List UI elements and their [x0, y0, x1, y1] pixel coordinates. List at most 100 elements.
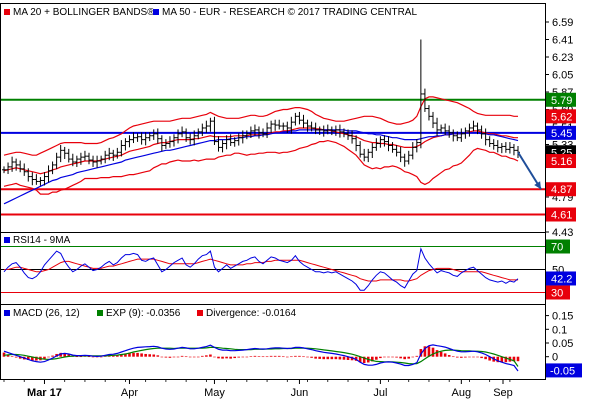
price-bar-115 [467, 123, 472, 137]
price-bar-52 [212, 116, 217, 145]
price-bar-32 [131, 132, 136, 144]
divergence-bar-57 [233, 356, 236, 359]
divergence-bar-119 [484, 356, 487, 360]
divergence-bar-73 [298, 355, 301, 357]
divergence-bar-65 [265, 356, 269, 358]
price-bar-41 [167, 136, 172, 148]
month-label-0: Mar 17 [27, 387, 62, 399]
month-label-6: Sep [493, 387, 513, 399]
divergence-bar-62 [253, 355, 257, 357]
divergence-bar-63 [257, 356, 261, 357]
price-ytick-label-3: 6.05 [552, 70, 573, 82]
divergence-bar-127 [516, 356, 520, 362]
price-bar-24 [99, 155, 104, 165]
rsi-panel-frame [0, 232, 546, 305]
divergence-bar-34 [140, 353, 143, 357]
price-bar-16 [66, 148, 71, 163]
divergence-bar-114 [464, 356, 467, 358]
divergence-bar-58 [237, 356, 241, 358]
price-ytick-label-2: 6.23 [552, 52, 573, 64]
divergence-bar-80 [326, 356, 330, 360]
price-bar-109 [443, 123, 448, 136]
month-label-3: Jun [291, 387, 309, 399]
price-bar-89 [362, 148, 367, 162]
price-bar-51 [208, 117, 213, 132]
macd-plot [2, 344, 520, 372]
divergence-bar-89 [362, 356, 366, 364]
price-bar-2 [10, 156, 15, 172]
divergence-bar-70 [286, 356, 289, 358]
rsi-level-tag-label-2: 30 [551, 288, 563, 300]
price-bar-4 [18, 160, 23, 173]
divergence-bar-107 [435, 350, 439, 357]
divergence-bar-118 [480, 356, 483, 359]
divergence-bar-56 [229, 356, 232, 359]
price-ytick-label-0: 6.59 [552, 17, 573, 29]
divergence-bar-48 [196, 356, 200, 358]
divergence-bar-35 [144, 353, 147, 357]
price-ytick-label-9: 4.43 [552, 227, 573, 239]
divergence-bar-8 [35, 356, 38, 361]
price-bar-25 [103, 150, 108, 164]
divergence-bar-2 [10, 356, 14, 357]
price-bar-117 [475, 122, 480, 135]
price-bar-66 [269, 120, 274, 133]
macd-panel-frame [0, 304, 546, 380]
price-bar-13 [54, 152, 59, 170]
divergence-bar-67 [273, 355, 277, 357]
divergence-bar-1 [6, 354, 10, 357]
divergence-bar-43 [176, 356, 180, 358]
divergence-bar-64 [261, 356, 265, 358]
price-bar-11 [46, 165, 51, 183]
price-bar-112 [455, 131, 460, 142]
rsi-tag-0 [546, 271, 576, 286]
divergence-bar-0 [2, 352, 6, 357]
divergence-bar-31 [128, 352, 131, 357]
divergence-bar-111 [451, 356, 455, 358]
price-bar-28 [115, 147, 120, 159]
price-tag-0 [546, 109, 576, 124]
price-plot [1, 39, 545, 216]
divergence-bar-85 [346, 356, 350, 360]
divergence-bar-120 [488, 356, 491, 361]
price-bar-81 [329, 126, 334, 136]
divergence-bar-96 [391, 356, 394, 358]
divergence-bar-44 [180, 355, 184, 357]
divergence-bar-6 [26, 356, 30, 360]
legend-ma50-label: MA 50 - EUR - RESEARCH © 2017 TRADING CE… [162, 7, 417, 18]
price-bar-46 [188, 133, 193, 145]
level-tag-1 [546, 125, 576, 140]
rsi-title: RSI14 - 9MA [13, 235, 71, 246]
price-bar-59 [240, 130, 245, 144]
divergence-bar-105 [427, 346, 431, 357]
divergence-bar-29 [120, 354, 123, 357]
price-bar-35 [143, 132, 148, 146]
divergence-bar-110 [447, 355, 451, 357]
price-bar-97 [394, 144, 399, 157]
divergence-bar-24 [99, 356, 103, 358]
price-bar-23 [95, 155, 100, 168]
divergence-bar-41 [168, 356, 172, 358]
divergence-bar-115 [468, 356, 471, 358]
price-bar-71 [289, 116, 294, 134]
divergence-bar-79 [322, 356, 326, 360]
price-bar-114 [463, 127, 468, 139]
month-label-2: May [204, 387, 225, 399]
divergence-bar-21 [87, 356, 91, 358]
divergence-bar-23 [95, 356, 99, 358]
divergence-bar-108 [439, 351, 443, 357]
price-bar-75 [305, 119, 310, 132]
month-label-5: Aug [452, 387, 472, 399]
legend-swatch-macd [4, 310, 10, 316]
rsi-line [3, 247, 519, 291]
price-panel-frame [0, 3, 546, 233]
divergence-bar-51 [209, 354, 212, 357]
price-bar-8 [34, 174, 39, 185]
price-bar-58 [236, 133, 241, 146]
price-bar-43 [176, 129, 181, 144]
level-tag-label-2: 4.87 [551, 184, 572, 196]
divergence-bar-16 [67, 354, 71, 357]
level-tag-3 [546, 207, 576, 222]
price-bar-83 [337, 124, 342, 138]
divergence-bar-99 [403, 356, 406, 360]
